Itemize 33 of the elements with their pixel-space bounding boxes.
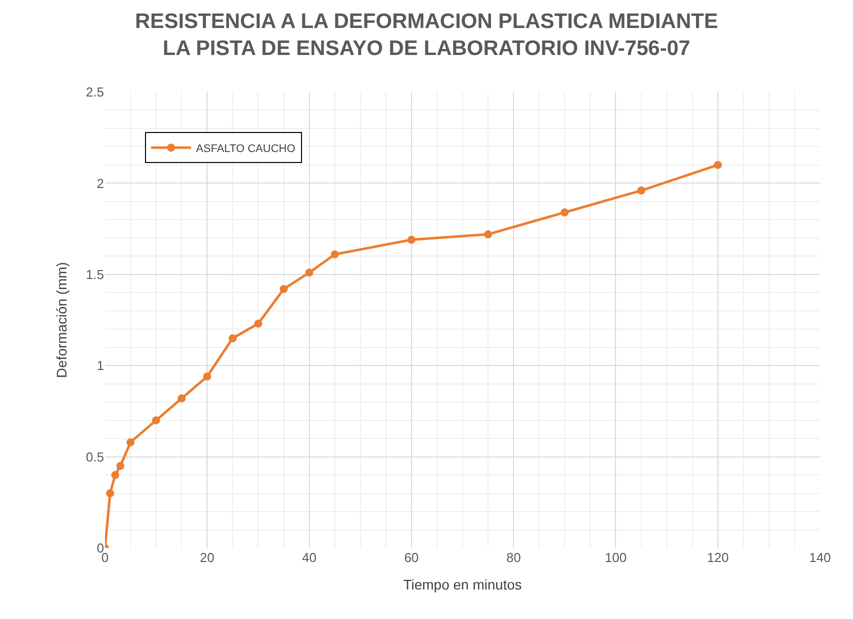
point bbox=[178, 394, 186, 402]
chart-title: RESISTENCIA A LA DEFORMACION PLASTICA MEDIANTE LA PISTA DE ENSAYO DE LABORATORIO INV-756-07 bbox=[135, 10, 718, 60]
x-tick-label: 20 bbox=[200, 550, 214, 565]
point bbox=[111, 471, 120, 480]
legend-label: ASFALTO CAUCHO bbox=[196, 142, 296, 155]
point bbox=[126, 438, 135, 446]
x-tick-label: 80 bbox=[506, 550, 521, 565]
y-tick-label: 2 bbox=[96, 176, 104, 191]
point bbox=[228, 334, 237, 342]
point bbox=[330, 250, 339, 258]
point bbox=[254, 320, 262, 328]
point bbox=[280, 284, 288, 293]
y-axis-title: Deformación (mm) bbox=[54, 262, 70, 378]
x-axis-title: Tiempo en minutos bbox=[403, 576, 522, 592]
point bbox=[484, 230, 492, 238]
y-tick-label: 1.5 bbox=[86, 266, 104, 282]
x-tick-label: 60 bbox=[404, 550, 419, 565]
point bbox=[116, 462, 124, 470]
point bbox=[714, 160, 722, 169]
point bbox=[106, 489, 114, 498]
point bbox=[203, 372, 212, 381]
y-tick-label: 2.5 bbox=[86, 84, 104, 100]
y-tick-label: 0.5 bbox=[86, 449, 104, 464]
point bbox=[560, 208, 569, 216]
x-tick-label: 100 bbox=[604, 550, 627, 565]
y-tick-label: 1 bbox=[96, 358, 104, 374]
point bbox=[407, 236, 416, 244]
point bbox=[305, 268, 314, 277]
x-tick-label: 40 bbox=[302, 550, 317, 565]
x-tick-label: 120 bbox=[707, 550, 729, 565]
point bbox=[152, 416, 160, 424]
x-tick-label: 140 bbox=[809, 550, 831, 565]
point bbox=[637, 186, 646, 194]
